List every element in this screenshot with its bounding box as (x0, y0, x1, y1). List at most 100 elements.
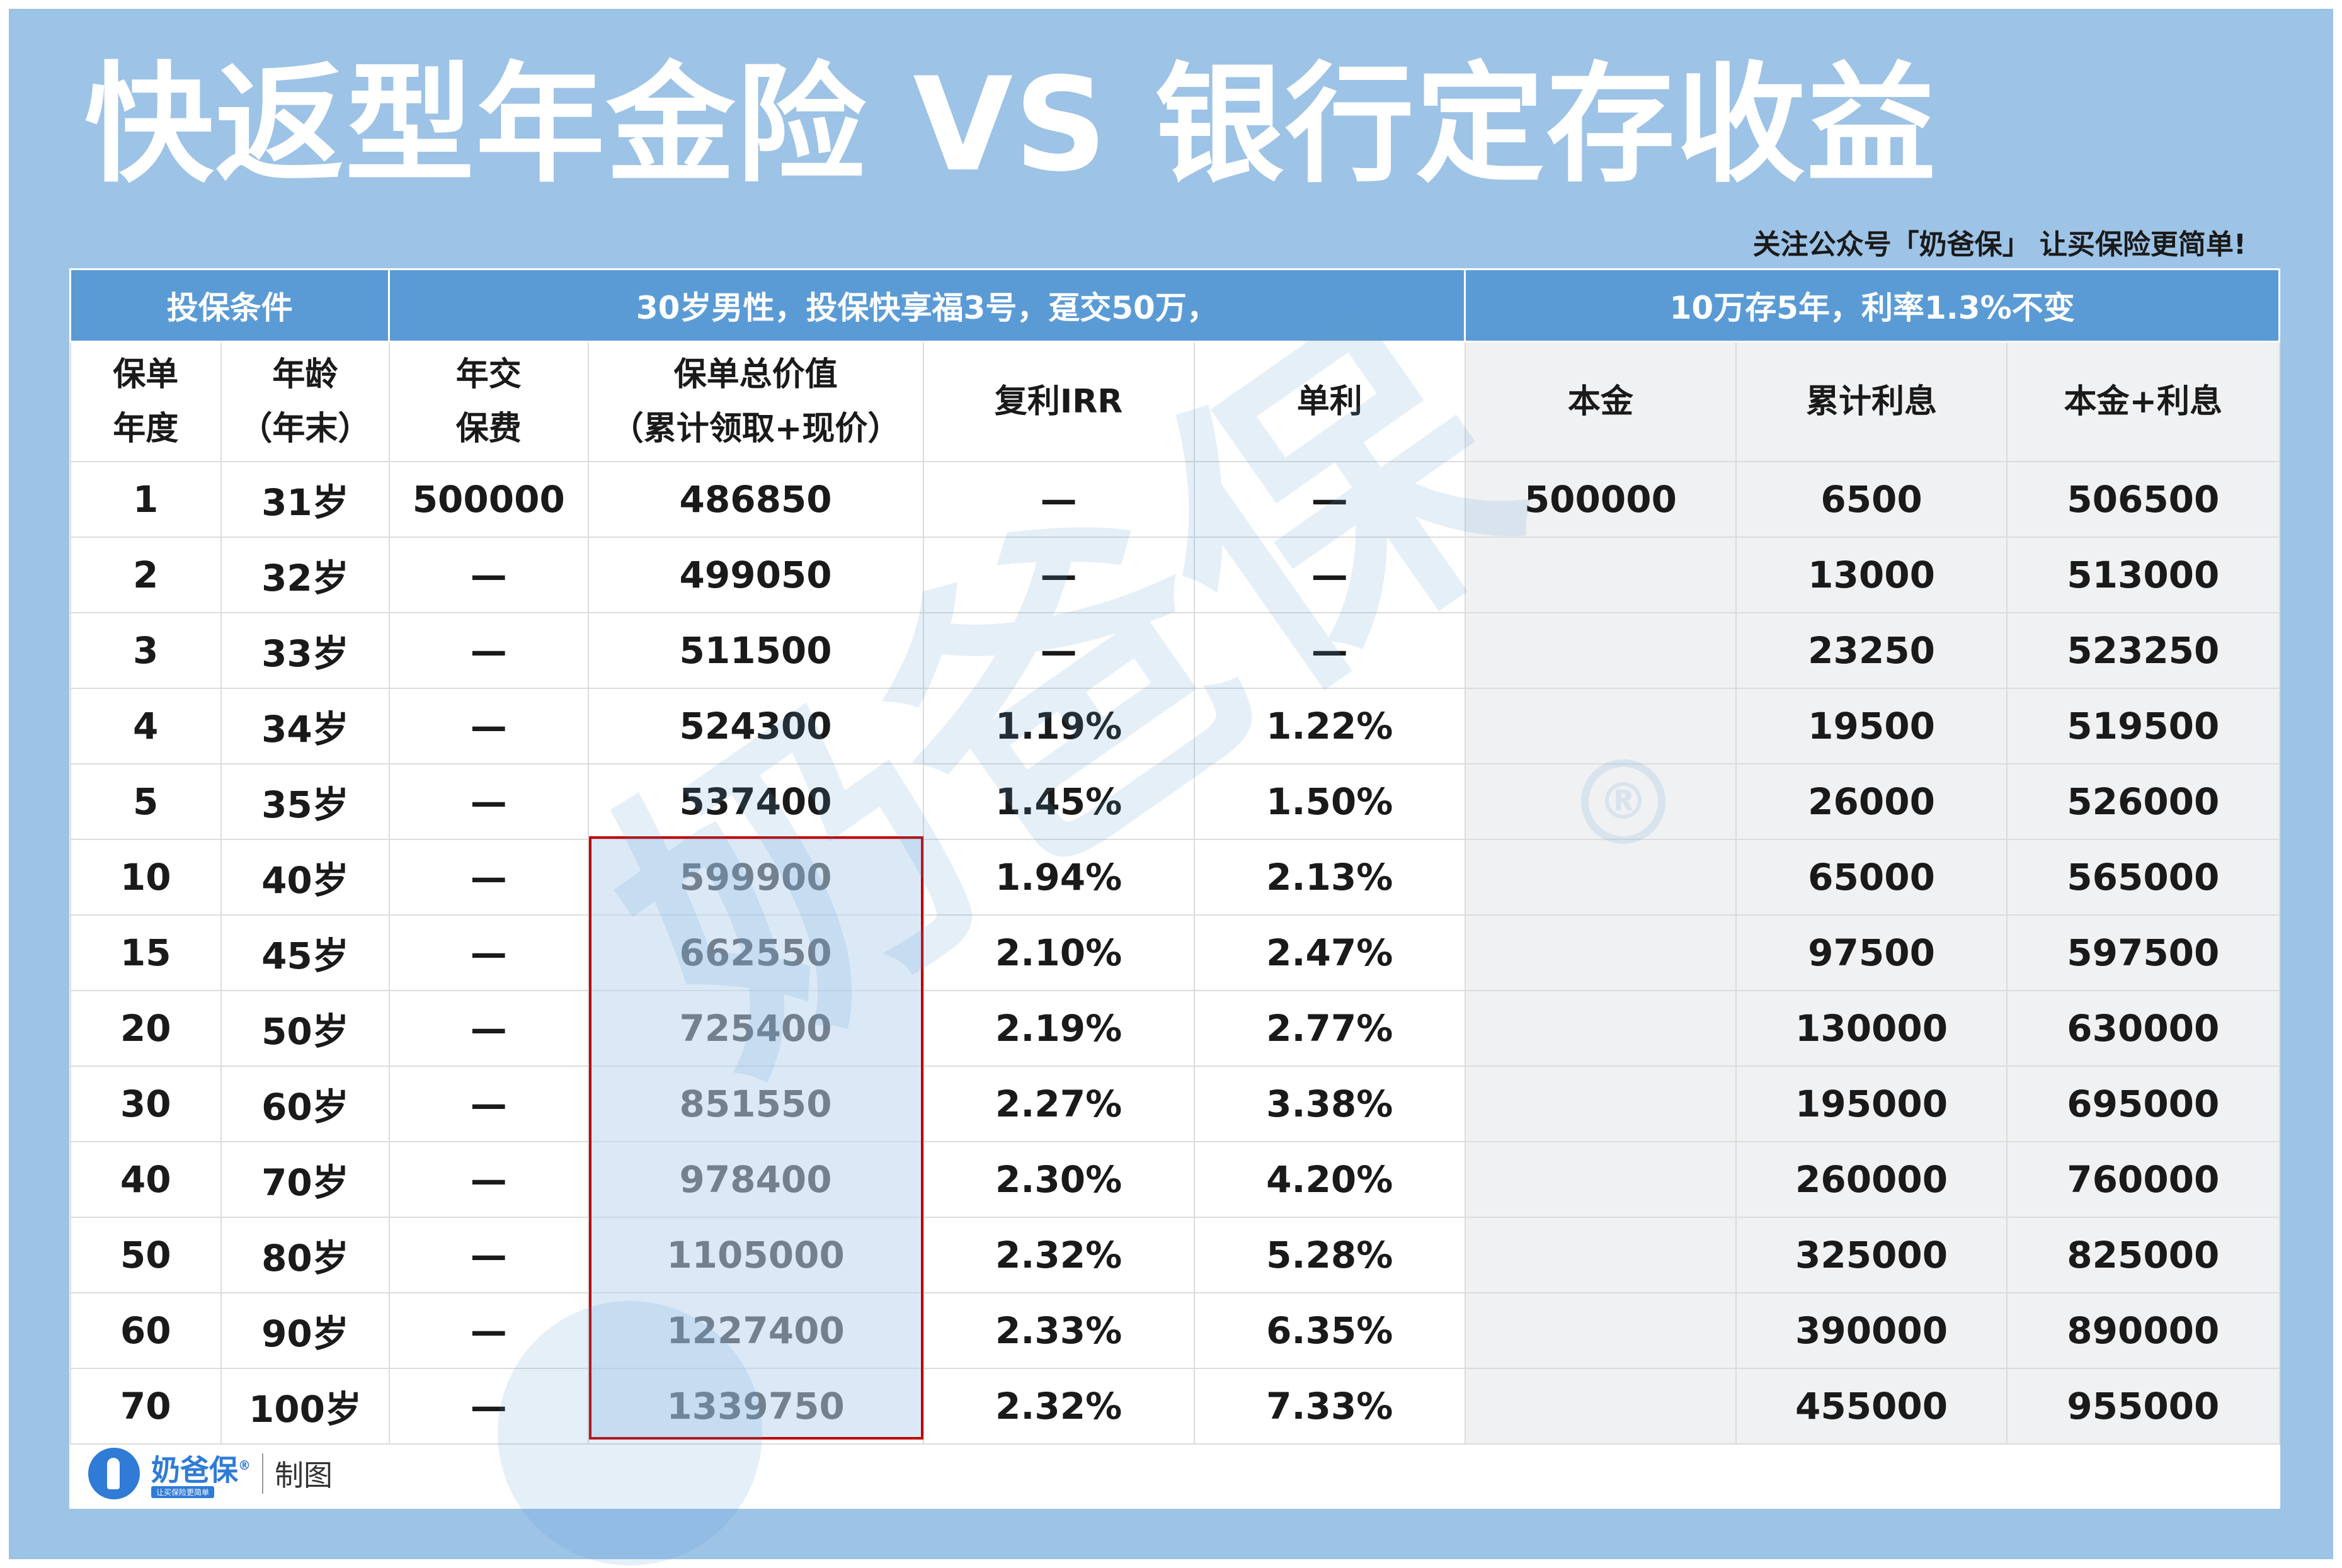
cell-age: 31岁 (220, 461, 390, 538)
cell-principal (1464, 1368, 1737, 1445)
cell-total: 760000 (2006, 1141, 2280, 1218)
cell-age: 100岁 (220, 1368, 390, 1445)
cell-simple-rate: 2.13% (1193, 839, 1466, 916)
table-row: 20 50岁 —725400 2.19% 2.77% 130000 630000 (69, 990, 2280, 1067)
cell-total-value: 1339750 (587, 1368, 924, 1445)
logo-tagline: 让买保险更简单 (151, 1486, 215, 1499)
cell-interest: 13000 (1735, 537, 2008, 613)
cell-premium: — (388, 1141, 589, 1218)
cell-irr: 2.19% (922, 990, 1195, 1067)
cell-interest: 455000 (1735, 1368, 2008, 1445)
cell-policy-year: 40 (69, 1141, 222, 1218)
table-row: 15 45岁 —662550 2.10% 2.47% 97500 597500 (69, 914, 2280, 991)
cell-age: 80岁 (220, 1217, 390, 1293)
table-row: 1 31岁 500000 486850— —500000 6500 506500 (69, 461, 2280, 538)
header-principal: 本金 (1464, 341, 1737, 462)
cell-total-value: 662550 (587, 914, 924, 991)
table-row: 60 90岁 —1227400 2.33% 6.35% 390000 890000 (69, 1292, 2280, 1369)
cell-age: 60岁 (220, 1065, 390, 1142)
cell-simple-rate: — (1193, 461, 1466, 538)
cell-total-value: 978400 (587, 1141, 924, 1218)
cell-principal (1464, 1141, 1737, 1218)
cell-total-value: 537400 (587, 763, 924, 840)
cell-premium: — (388, 990, 589, 1067)
footer-credit: 制图 (275, 1458, 333, 1492)
cell-interest: 325000 (1735, 1217, 2008, 1293)
cell-policy-year: 20 (69, 990, 222, 1067)
cell-policy-year: 3 (69, 612, 222, 689)
cell-total: 890000 (2006, 1292, 2280, 1369)
cell-irr: — (922, 612, 1195, 689)
cell-irr: — (922, 537, 1195, 613)
cell-principal (1464, 990, 1737, 1067)
cell-total: 630000 (2006, 990, 2280, 1067)
cell-age: 40岁 (220, 839, 390, 916)
cell-premium: — (388, 1065, 589, 1142)
poster-frame: 快返型年金险 VS 银行定存收益 关注公众号「奶爸保」 让买保险更简单! 投保条… (9, 9, 2333, 1565)
cell-policy-year: 10 (69, 839, 222, 916)
slogan: 关注公众号「奶爸保」 让买保险更简单! (1752, 229, 2246, 261)
header-age: 年龄 （年末） (220, 341, 390, 462)
cell-policy-year: 60 (69, 1292, 222, 1369)
cell-total-value: 511500 (587, 612, 924, 689)
cell-premium: — (388, 914, 589, 991)
cell-simple-rate: 6.35% (1193, 1292, 1466, 1369)
cell-premium: — (388, 763, 589, 840)
cell-principal (1464, 1292, 1737, 1369)
cell-total-value: 725400 (587, 990, 924, 1067)
page-title: 快返型年金险 VS 银行定存收益 (84, 50, 1938, 200)
cell-policy-year: 2 (69, 537, 222, 613)
cell-premium: — (388, 1217, 589, 1293)
band-insurance: 30岁男性，投保快享福3号，趸交50万， (388, 268, 1466, 343)
cell-interest: 26000 (1735, 763, 2008, 840)
table-row: 10 40岁 —599900 1.94% 2.13% 65000 565000 (69, 839, 2280, 916)
cell-irr: 2.32% (922, 1217, 1195, 1293)
cell-premium: — (388, 839, 589, 916)
cell-policy-year: 50 (69, 1217, 222, 1293)
cell-simple-rate: 5.28% (1193, 1217, 1466, 1293)
header-policy-year: 保单 年度 (69, 341, 222, 462)
cell-policy-year: 5 (69, 763, 222, 840)
cell-total: 955000 (2006, 1368, 2280, 1445)
table-row: 70 100岁 —1339750 2.32% 7.33% 455000 955000 (69, 1368, 2280, 1445)
cell-premium: — (388, 612, 589, 689)
cell-total-value: 486850 (587, 461, 924, 538)
cell-interest: 195000 (1735, 1065, 2008, 1142)
cell-total: 695000 (2006, 1065, 2280, 1142)
cell-simple-rate: 7.33% (1193, 1368, 1466, 1445)
cell-principal: 500000 (1464, 461, 1737, 538)
cell-simple-rate: — (1193, 612, 1466, 689)
cell-total: 513000 (2006, 537, 2280, 613)
cell-irr: 2.32% (922, 1368, 1195, 1445)
table-row: 30 60岁 —851550 2.27% 3.38% 195000 695000 (69, 1065, 2280, 1142)
cell-principal (1464, 914, 1737, 991)
cell-principal (1464, 1065, 1737, 1142)
header-total-value: 保单总价值 （累计领取+现价） (587, 341, 924, 462)
cell-premium: — (388, 1368, 589, 1445)
table-row: 50 80岁 —1105000 2.32% 5.28% 325000 825000 (69, 1217, 2280, 1293)
header-premium: 年交 保费 (388, 341, 589, 462)
cell-simple-rate: 3.38% (1193, 1065, 1466, 1142)
table-row: 3 33岁 —511500— —23250 523250 (69, 612, 2280, 689)
cell-simple-rate: 2.77% (1193, 990, 1466, 1067)
cell-irr: 2.33% (922, 1292, 1195, 1369)
cell-total: 597500 (2006, 914, 2280, 991)
cell-total-value: 599900 (587, 839, 924, 916)
footer-divider (262, 1453, 263, 1494)
cell-policy-year: 30 (69, 1065, 222, 1142)
cell-interest: 65000 (1735, 839, 2008, 916)
cell-principal (1464, 763, 1737, 840)
table-row: 5 35岁 —537400 1.45% 1.50% 26000 526000 (69, 763, 2280, 840)
comparison-panel: 投保条件 30岁男性，投保快享福3号，趸交50万， 10万存5年，利率1.3%不… (69, 258, 2280, 1565)
cell-policy-year: 4 (69, 688, 222, 764)
logo-icon (88, 1448, 140, 1499)
cell-total: 519500 (2006, 688, 2280, 764)
cell-principal (1464, 839, 1737, 916)
cell-simple-rate: 1.22% (1193, 688, 1466, 764)
condition-band: 投保条件 30岁男性，投保快享福3号，趸交50万， 10万存5年，利率1.3%不… (69, 268, 2280, 343)
cell-total-value: 1105000 (587, 1217, 924, 1293)
cell-irr: 1.45% (922, 763, 1195, 840)
cell-principal (1464, 688, 1737, 764)
header-simple-rate: 单利 (1193, 341, 1466, 462)
cell-simple-rate: — (1193, 537, 1466, 613)
